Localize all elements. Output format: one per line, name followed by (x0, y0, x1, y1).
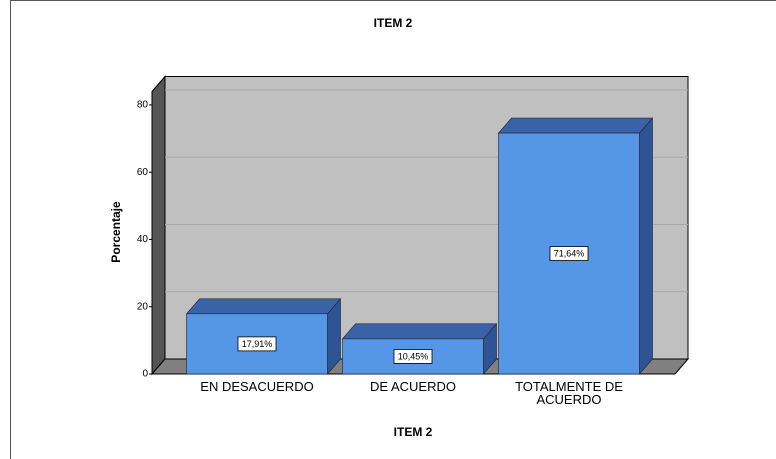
y-axis-label: Porcentaje (109, 201, 123, 263)
x-tick-label: TOTALMENTE DE ACUERDO (515, 379, 623, 407)
bar-top (341, 323, 498, 340)
y-tick-label: 40 (137, 234, 149, 245)
x-tick-label: DE ACUERDO (370, 379, 456, 394)
side-wall (151, 75, 166, 376)
value-label: 10,45% (398, 351, 429, 361)
y-tick-label: 20 (137, 301, 149, 312)
chart-title: ITEM 2 (374, 16, 413, 30)
y-tick-label: 0 (142, 369, 148, 380)
y-tick-label: 60 (137, 167, 149, 178)
x-tick-label: EN DESACUERDO (200, 379, 314, 394)
y-tick-label: 80 (137, 100, 149, 111)
value-label-box (237, 336, 277, 352)
bar-top (185, 298, 342, 315)
value-label-box (393, 349, 433, 364)
value-label: 71,64% (554, 248, 585, 258)
bar-side (639, 117, 653, 375)
bar-top (497, 117, 654, 134)
x-axis-label: ITEM 2 (394, 425, 433, 439)
value-label-box (549, 246, 589, 261)
frame (10, 0, 776, 459)
value-label: 17,91% (242, 339, 273, 349)
